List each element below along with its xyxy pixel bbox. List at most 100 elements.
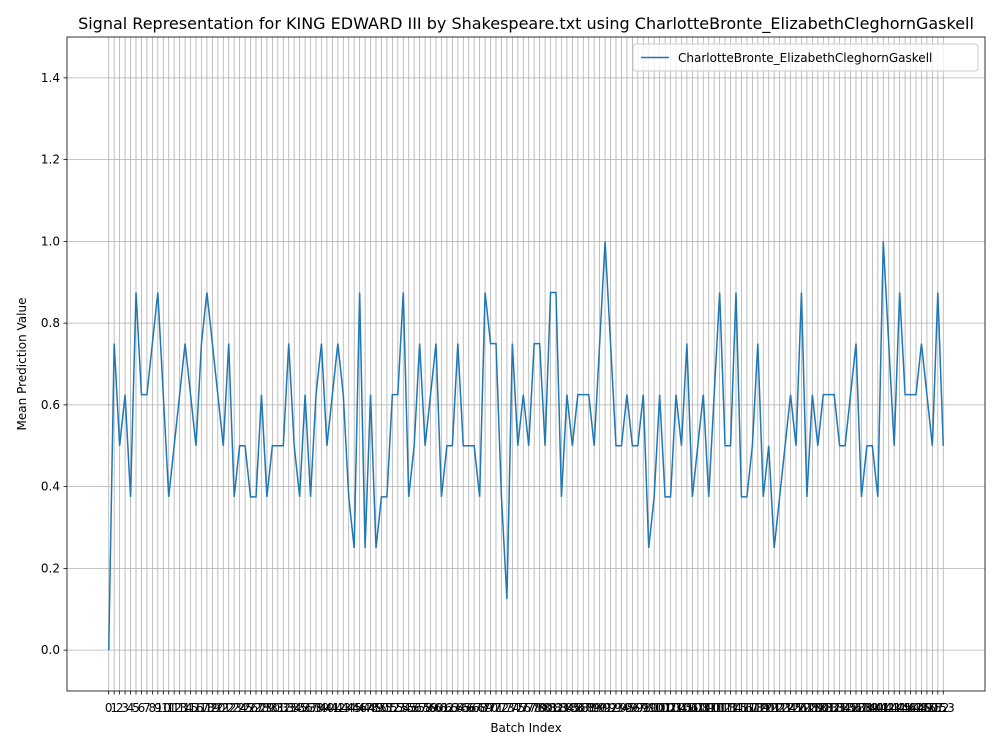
x-tick-label: 135 <box>834 701 857 715</box>
x-tick-label: 36 <box>297 701 312 715</box>
data-line <box>107 241 945 651</box>
x-tick-label: 18 <box>199 701 214 715</box>
y-tick-label: 0.8 <box>41 316 60 330</box>
x-tick-label: 129 <box>801 701 824 715</box>
x-tick-label: 93 <box>608 701 623 715</box>
x-tick-label: 7 <box>143 701 151 715</box>
x-tick-label: 153 <box>932 701 955 715</box>
x-tick-label: 136 <box>839 701 862 715</box>
x-tick-label: 127 <box>790 701 813 715</box>
x-tick-label: 50 <box>374 701 389 715</box>
x-tick-label: 91 <box>597 701 612 715</box>
x-tick-label: 122 <box>763 701 786 715</box>
x-tick-label: 1 <box>110 701 118 715</box>
x-tick-label: 138 <box>850 701 873 715</box>
x-tick-label: 115 <box>725 701 748 715</box>
x-tick-label: 27 <box>248 701 263 715</box>
x-tick-label: 105 <box>670 701 693 715</box>
x-tick-label: 15 <box>183 701 198 715</box>
x-tick-label: 31 <box>270 701 285 715</box>
x-tick-label: 53 <box>390 701 405 715</box>
x-tick-label: 71 <box>488 701 503 715</box>
x-tick-label: 145 <box>888 701 911 715</box>
x-tick-label: 123 <box>768 701 791 715</box>
y-tick-label: 0.6 <box>41 398 60 412</box>
x-tick-label: 14 <box>177 701 192 715</box>
x-tick-label: 16 <box>188 701 203 715</box>
x-tick-label: 92 <box>603 701 618 715</box>
x-tick-label: 63 <box>445 701 460 715</box>
x-tick-label: 44 <box>341 701 356 715</box>
x-tick-label: 151 <box>921 701 944 715</box>
x-tick-label: 52 <box>385 701 400 715</box>
x-tick-label: 144 <box>883 701 906 715</box>
x-tick-label: 109 <box>692 701 715 715</box>
x-tick-label: 77 <box>521 701 536 715</box>
x-tick-label: 40 <box>319 701 334 715</box>
x-tick-label: 61 <box>434 701 449 715</box>
x-tick-label: 81 <box>543 701 558 715</box>
x-tick-label: 97 <box>630 701 645 715</box>
x-tick-label: 90 <box>592 701 607 715</box>
x-tick-label: 98 <box>636 701 651 715</box>
x-tick-label: 89 <box>587 701 602 715</box>
legend-box <box>632 43 979 72</box>
x-tick-label: 66 <box>461 701 476 715</box>
x-tick-label: 101 <box>648 701 671 715</box>
x-tick-label: 74 <box>505 701 520 715</box>
x-tick-label: 126 <box>785 701 808 715</box>
x-tick-label: 117 <box>735 701 758 715</box>
x-tick-label: 21 <box>216 701 231 715</box>
x-tick-label: 75 <box>510 701 525 715</box>
x-tick-label: 148 <box>905 701 928 715</box>
x-tick-label: 150 <box>915 701 938 715</box>
x-tick-label: 6 <box>138 701 146 715</box>
x-tick-label: 38 <box>308 701 323 715</box>
x-tick-label: 96 <box>625 701 640 715</box>
x-tick-label: 125 <box>779 701 802 715</box>
x-tick-label: 56 <box>407 701 422 715</box>
x-tick-label: 140 <box>861 701 884 715</box>
x-tick-label: 146 <box>894 701 917 715</box>
x-tick-label: 85 <box>565 701 580 715</box>
x-tick-label: 24 <box>232 701 247 715</box>
chart-title: Signal Representation for KING EDWARD II… <box>78 14 974 34</box>
x-tick-label: 19 <box>205 701 220 715</box>
x-tick-label: 69 <box>477 701 492 715</box>
y-tick-label: 1.2 <box>41 153 60 167</box>
x-tick-label: 9 <box>154 701 162 715</box>
y-tick-label: 0.4 <box>41 480 60 494</box>
x-tick-label: 119 <box>746 701 769 715</box>
x-tick-label: 48 <box>363 701 378 715</box>
x-tick-label: 82 <box>548 701 563 715</box>
x-tick-label: 26 <box>243 701 258 715</box>
x-tick-label: 54 <box>396 701 411 715</box>
x-tick-label: 107 <box>681 701 704 715</box>
x-tick-label: 86 <box>570 701 585 715</box>
x-tick-label: 49 <box>368 701 383 715</box>
x-tick-label: 35 <box>292 701 307 715</box>
x-tick-label: 152 <box>926 701 949 715</box>
x-tick-label: 65 <box>456 701 471 715</box>
x-tick-label: 42 <box>330 701 345 715</box>
x-tick-label: 149 <box>910 701 933 715</box>
x-tick-label: 132 <box>817 701 840 715</box>
y-tick-label: 1.0 <box>41 234 60 248</box>
x-tick-label: 112 <box>708 701 731 715</box>
x-tick-label: 110 <box>697 701 720 715</box>
x-tick-label: 130 <box>806 701 829 715</box>
x-tick-label: 118 <box>741 701 764 715</box>
x-tick-label: 121 <box>757 701 780 715</box>
x-tick-label: 68 <box>472 701 487 715</box>
x-tick-label: 59 <box>423 701 438 715</box>
x-tick-label: 51 <box>379 701 394 715</box>
x-tick-label: 20 <box>210 701 225 715</box>
x-tick-label: 55 <box>401 701 416 715</box>
x-tick-label: 141 <box>866 701 889 715</box>
x-tick-label: 143 <box>877 701 900 715</box>
x-tick-label: 58 <box>417 701 432 715</box>
x-tick-label: 76 <box>516 701 531 715</box>
y-tick-label: 0.0 <box>41 643 60 657</box>
